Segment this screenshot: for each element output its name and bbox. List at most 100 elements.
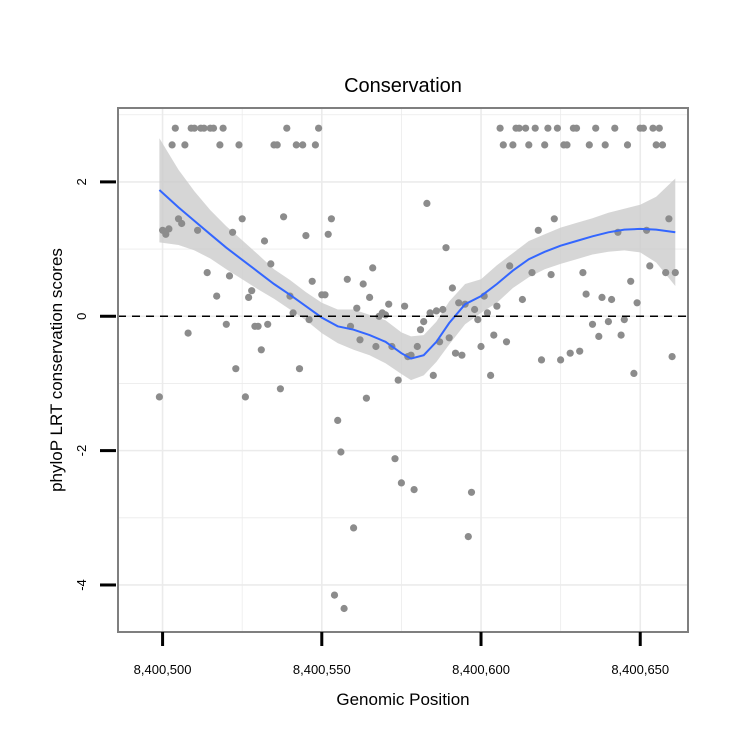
data-point <box>410 486 418 494</box>
chart-title: Conservation <box>344 75 462 97</box>
data-point <box>506 262 514 270</box>
data-point <box>229 228 237 236</box>
data-point <box>585 141 593 149</box>
data-point <box>582 290 590 298</box>
data-point <box>426 309 434 317</box>
data-point <box>537 356 546 364</box>
data-point <box>245 293 253 301</box>
data-point <box>471 305 479 314</box>
data-point <box>190 124 198 132</box>
data-point <box>566 349 574 357</box>
data-point <box>248 287 256 295</box>
data-point <box>643 226 651 234</box>
data-point <box>652 141 660 149</box>
data-point <box>487 371 495 379</box>
data-point <box>445 334 453 342</box>
data-point <box>340 604 348 613</box>
data-point <box>601 141 609 149</box>
data-point <box>617 331 625 339</box>
data-point <box>171 124 179 132</box>
panel-border <box>117 107 689 633</box>
data-point <box>496 124 504 132</box>
data-point <box>321 291 329 299</box>
data-point <box>356 336 364 344</box>
data-point <box>588 320 597 328</box>
data-point <box>429 371 437 379</box>
data-point <box>273 141 281 149</box>
plot-panel <box>117 107 689 633</box>
data-point <box>658 141 667 149</box>
data-point <box>627 277 635 285</box>
data-point <box>200 124 208 132</box>
data-point <box>448 284 456 292</box>
data-point <box>162 230 170 238</box>
data-point <box>203 269 211 277</box>
data-point <box>464 533 472 541</box>
data-point <box>633 299 641 307</box>
data-point <box>302 232 310 240</box>
data-point <box>550 215 558 223</box>
data-point <box>391 455 399 463</box>
y-axis-title: phyloP LRT conservation scores <box>47 248 66 492</box>
data-point <box>518 295 527 304</box>
data-point <box>547 271 555 279</box>
data-point <box>662 269 670 277</box>
smooth-line <box>158 189 676 360</box>
data-point <box>260 237 269 245</box>
data-point <box>608 295 616 304</box>
data-point <box>213 292 221 300</box>
data-point <box>467 488 476 496</box>
data-point <box>534 226 542 234</box>
data-point <box>194 226 202 234</box>
x-tick-label: 8,400,550 <box>293 662 351 677</box>
data-point <box>604 318 613 326</box>
data-point <box>257 346 265 354</box>
data-point <box>649 124 657 132</box>
data-point <box>299 141 307 149</box>
data-point <box>515 124 523 132</box>
data-point <box>490 331 498 339</box>
data-point <box>165 225 173 233</box>
data-point <box>432 307 440 315</box>
data-point <box>439 305 447 314</box>
data-point <box>385 300 393 308</box>
y-tick-label: -2 <box>74 445 89 457</box>
data-point <box>630 369 638 377</box>
data-point <box>458 351 466 359</box>
data-points <box>155 124 679 613</box>
data-point <box>366 293 374 301</box>
data-point <box>655 124 663 132</box>
data-point <box>327 215 335 223</box>
data-point <box>315 124 323 132</box>
data-point <box>337 448 345 456</box>
data-point <box>305 316 313 324</box>
data-point <box>493 302 501 310</box>
data-point <box>572 124 581 132</box>
data-point <box>623 141 632 149</box>
data-point <box>525 141 533 149</box>
data-point <box>254 322 262 330</box>
data-point <box>541 141 549 149</box>
data-point <box>280 213 288 221</box>
data-point <box>423 199 431 207</box>
data-point <box>178 219 186 228</box>
data-point <box>359 280 367 288</box>
data-point <box>598 293 606 301</box>
data-point <box>455 299 463 307</box>
data-point <box>225 272 234 280</box>
data-point <box>671 269 679 277</box>
data-point <box>665 215 673 223</box>
data-point <box>343 275 351 283</box>
data-point <box>611 124 619 132</box>
data-point <box>442 244 450 252</box>
data-point <box>553 124 562 132</box>
data-point <box>394 376 402 384</box>
data-point <box>509 141 517 149</box>
data-point <box>232 365 240 373</box>
data-point <box>579 269 587 277</box>
data-point <box>563 141 571 149</box>
data-point <box>502 338 511 346</box>
data-point <box>168 141 176 149</box>
data-point <box>181 141 189 149</box>
data-point <box>668 353 676 361</box>
